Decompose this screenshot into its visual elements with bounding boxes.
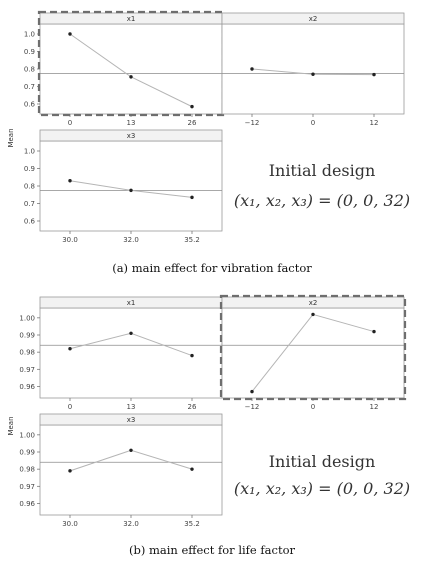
- data-point: [311, 312, 315, 317]
- x-tick-label: −12: [245, 403, 260, 411]
- data-point: [129, 75, 133, 79]
- strip-header: [39, 413, 223, 426]
- plot-area: [39, 23, 223, 115]
- plot-area: [221, 23, 405, 115]
- strip-header: [221, 12, 405, 25]
- design-values: (x₁, x₂, x₃) = (0, 0, 32): [234, 191, 410, 210]
- highlight-dashed-box: [219, 294, 407, 401]
- design-title: Initial design: [269, 452, 376, 471]
- x-tick-label: 32.0: [123, 520, 139, 528]
- data-point: [129, 448, 133, 452]
- data-point: [372, 329, 376, 334]
- data-point: [129, 188, 133, 193]
- x-tick-label: 32.0: [123, 236, 139, 244]
- x-tick-label: 13: [127, 119, 136, 127]
- data-point: [311, 72, 315, 76]
- y-tick-label: 0.99: [19, 332, 35, 340]
- plot-area: [39, 140, 223, 232]
- x-tick-label: 0: [311, 119, 315, 127]
- y-tick-label: 0.97: [19, 483, 35, 491]
- y-tick-label: 0.98: [19, 349, 35, 357]
- design-values: (x₁, x₂, x₃) = (0, 0, 32): [234, 479, 410, 498]
- y-axis-label: Mean: [7, 416, 15, 435]
- figure-b: x1 0.96 0.97 0.98 0.99 1.00 0 13 26 x2 −12 0 12 x3 0.9…: [7, 294, 410, 557]
- strip-header: [39, 129, 223, 142]
- design-title: Initial design: [269, 161, 376, 180]
- plot-area: [221, 307, 405, 399]
- data-point: [250, 67, 254, 71]
- data-point: [190, 353, 194, 358]
- panel-x2: x2 −12 0 12: [219, 294, 407, 411]
- y-tick-label: 0.99: [19, 449, 35, 457]
- x-tick-label: 26: [188, 119, 197, 127]
- strip-label: x3: [127, 416, 136, 424]
- y-tick-label: 1.0: [24, 31, 35, 39]
- y-tick-label: 0.98: [19, 466, 35, 474]
- y-tick-label: 0.96: [19, 500, 35, 508]
- data-point: [372, 72, 376, 77]
- y-axis-label: Mean: [7, 128, 15, 147]
- x-tick-label: 30.0: [62, 236, 78, 244]
- panel-x3: x3 0.6 0.7 0.8 0.9 1.0 30.0 32.0 35.2: [24, 129, 223, 244]
- y-tick-label: 1.00: [19, 431, 35, 439]
- figure-caption: (b) main effect for life factor: [129, 543, 295, 557]
- y-tick-label: 0.9: [24, 165, 35, 173]
- y-tick-label: 0.6: [24, 218, 36, 226]
- y-tick-label: 0.8: [24, 183, 35, 191]
- plot-area: [39, 307, 223, 399]
- panel-x3: x3 0.96 0.97 0.98 0.99 1.00 30.0 32.0 35.2: [19, 413, 223, 528]
- x-tick-label: 13: [127, 403, 136, 411]
- data-point: [190, 195, 194, 200]
- data-point: [68, 179, 72, 183]
- x-tick-label: 26: [188, 403, 197, 411]
- data-point: [68, 347, 72, 351]
- data-point: [68, 32, 72, 36]
- data-point: [250, 389, 254, 394]
- x-tick-label: 12: [370, 403, 379, 411]
- figure-caption: (a) main effect for vibration factor: [112, 261, 312, 275]
- data-point: [190, 104, 194, 109]
- x-tick-label: −12: [245, 119, 260, 127]
- strip-label: x1: [127, 15, 136, 23]
- data-point: [129, 331, 133, 335]
- x-tick-label: 0: [68, 119, 72, 127]
- y-tick-label: 0.6: [24, 101, 36, 109]
- x-tick-label: 35.2: [184, 236, 200, 244]
- x-tick-label: 30.0: [62, 520, 78, 528]
- y-tick-label: 0.8: [24, 66, 35, 74]
- strip-label: x2: [309, 299, 318, 307]
- x-tick-label: 0: [68, 403, 72, 411]
- strip-label: x2: [309, 15, 318, 23]
- y-tick-label: 1.00: [19, 314, 35, 322]
- figure-a: x1 0.6 0.7 0.8 0.9 1.0 0 13 26 x2 −12 0 12 x3 0.6 0.7 0.…: [7, 10, 410, 275]
- data-point: [68, 469, 72, 473]
- x-tick-label: 35.2: [184, 520, 200, 528]
- panel-x1: x1 0.96 0.97 0.98 0.99 1.00 0 13 26: [19, 296, 223, 411]
- strip-label: x1: [127, 299, 136, 307]
- plot-area: [39, 424, 223, 516]
- y-tick-label: 0.7: [24, 200, 35, 208]
- y-tick-label: 0.9: [24, 48, 35, 56]
- y-tick-label: 0.97: [19, 366, 35, 374]
- y-tick-label: 1.0: [24, 148, 35, 156]
- x-tick-label: 0: [311, 403, 315, 411]
- x-tick-label: 12: [370, 119, 379, 127]
- y-tick-label: 0.7: [24, 83, 35, 91]
- strip-label: x3: [127, 132, 136, 140]
- data-point: [190, 467, 194, 471]
- panel-x1: x1 0.6 0.7 0.8 0.9 1.0 0 13 26: [24, 10, 225, 127]
- y-tick-label: 0.96: [19, 383, 35, 391]
- panel-x2: x2 −12 0 12: [221, 12, 405, 127]
